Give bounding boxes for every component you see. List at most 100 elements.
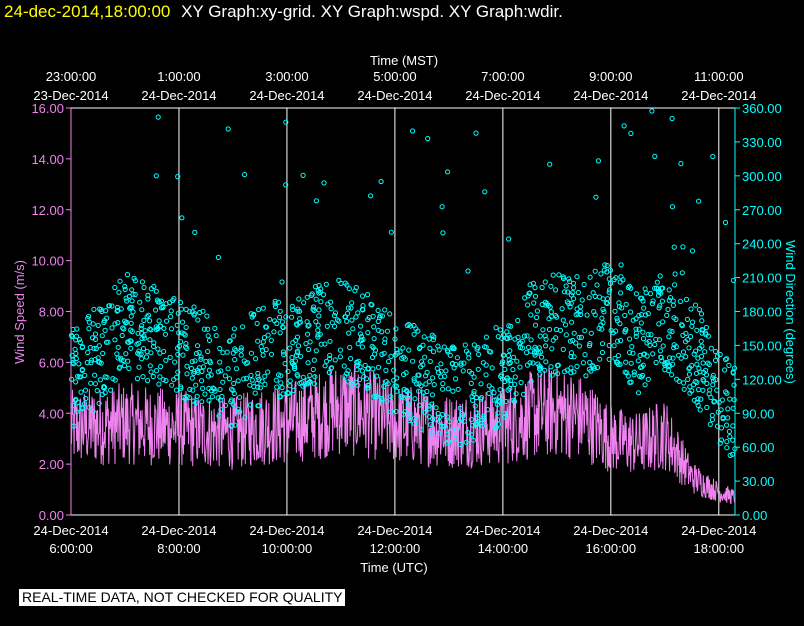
wind-direction-point [391,367,397,373]
wind-direction-point [168,308,174,314]
top-tick-time: 7:00:00 [481,69,524,84]
wind-direction-point [637,352,643,358]
wind-direction-point [542,279,548,285]
wind-direction-point [638,364,644,370]
wind-direction-point [250,312,257,318]
wind-direction-point [526,290,532,296]
wind-direction-point [161,348,167,355]
wind-direction-point [666,368,672,374]
wind-direction-point [471,342,477,348]
wind-direction-point [524,362,531,368]
wind-direction-point [710,372,716,378]
wind-direction-point [257,385,263,391]
wind-direction-point [280,324,286,330]
wind-direction-point [430,375,436,381]
wind-direction-point [262,381,268,387]
wind-direction-point [696,198,702,204]
wind-direction-point [408,323,414,329]
wind-direction-point [349,300,355,306]
wind-direction-point [669,329,675,335]
wind-direction-point [465,268,471,274]
wind-direction-point [278,380,284,386]
wind-direction-point [562,322,569,328]
wind-direction-point [153,288,159,294]
top-tick-time: 11:00:00 [694,69,744,84]
right-tick-label: 150.00 [742,338,782,353]
wind-direction-point [377,313,383,319]
wind-direction-point [727,396,733,402]
wind-direction-point [283,119,289,125]
right-tick-label: 360.00 [742,101,782,116]
wind-direction-point [416,388,422,394]
wind-direction-point [423,381,429,387]
wind-direction-point [425,136,431,142]
wind-direction-point [233,366,240,372]
wind-direction-point [653,336,659,343]
wind-direction-point [607,280,614,287]
wind-direction-point [586,295,592,301]
wind-direction-point [548,364,554,370]
wind-direction-point [279,319,285,325]
wind-direction-point [127,305,133,311]
wind-direction-point [570,337,576,344]
wind-direction-point [543,343,549,349]
wind-direction-point [305,323,311,329]
left-tick-label: 16.00 [31,101,64,116]
wind-direction-point [365,330,371,336]
wind-direction-point [387,311,393,317]
wind-direction-point [549,346,555,352]
wind-direction-point [636,312,642,319]
wind-direction-point [231,326,237,332]
wind-direction-point [574,363,580,369]
wind-direction-point [265,369,271,375]
wind-direction-point [114,304,121,311]
wind-direction-point [289,303,295,309]
wind-direction-point [93,346,99,352]
wind-direction-point [321,180,327,186]
wind-direction-point [345,379,351,385]
wind-direction-point [242,414,248,420]
wind-direction-point [689,388,695,394]
wind-direction-point [731,382,737,388]
wind-direction-point [301,300,307,306]
wind-direction-point [312,284,318,290]
wind-direction-point [139,279,145,285]
wind-direction-point [604,269,610,275]
wind-direction-point [694,327,700,333]
wind-direction-point [417,344,423,350]
wind-direction-point [604,262,610,269]
wind-direction-point [401,354,407,360]
wind-direction-point [450,345,456,351]
wind-direction-point [458,360,464,366]
wind-direction-point [174,322,180,328]
wind-direction-point [277,308,283,314]
wind-direction-point [85,349,91,355]
wind-direction-point [455,386,461,392]
wind-direction-point [671,244,677,250]
wind-direction-point [371,393,377,399]
wind-direction-point [672,271,678,277]
wind-direction-point [653,285,660,291]
wind-direction-point [139,323,145,329]
wind-direction-point [297,316,303,322]
wind-direction-point [410,358,416,364]
wind-direction-point [384,398,390,404]
wind-direction-point [423,396,429,402]
wind-direction-point [392,383,398,389]
wind-direction-point [344,282,350,288]
wind-direction-point [147,337,153,343]
wind-direction-point [151,340,157,346]
wind-direction-point [697,407,703,413]
bottom-tick-date: 24-Dec-2014 [141,523,216,538]
wind-direction-point [73,379,79,385]
wind-direction-point [70,360,76,366]
right-tick-label: 300.00 [742,169,782,184]
wind-direction-point [457,405,463,411]
wind-direction-point [676,378,682,384]
wind-direction-point [658,290,664,296]
wind-direction-point [426,336,432,342]
wind-direction-point [501,332,507,338]
wind-direction-point [473,422,479,428]
wind-direction-point [512,374,518,380]
